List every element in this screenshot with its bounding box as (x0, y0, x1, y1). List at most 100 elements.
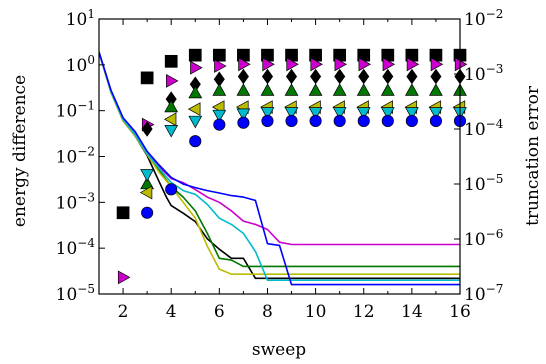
marker-triangle-right-1-0 (117, 270, 131, 285)
marker-square-0-4 (212, 48, 226, 62)
series-line-6 (99, 51, 460, 286)
marker-triangle-right-1-3 (190, 60, 203, 75)
marker-diamond-2-6 (285, 68, 298, 85)
x-axis-label: sweep (252, 340, 306, 360)
marker-square-0-2 (164, 54, 178, 68)
x-tick-label-1: 4 (166, 302, 177, 322)
marker-triangle-up-3-11 (405, 83, 419, 96)
marker-triangle-up-3-10 (380, 83, 395, 96)
marker-circle-6-1 (165, 183, 178, 196)
y-tick-label-right-4: 10−6 (464, 227, 503, 250)
marker-triangle-down-5-3 (212, 109, 227, 123)
marker-triangle-right-1-12 (406, 57, 420, 72)
energy-lines (99, 51, 460, 286)
marker-triangle-up-3-8 (332, 83, 347, 96)
marker-triangle-right-1-8 (310, 57, 323, 72)
marker-diamond-2-4 (237, 68, 249, 85)
series-line-4 (99, 51, 460, 275)
marker-triangle-right-1-13 (430, 57, 444, 72)
marker-triangle-up-3-6 (284, 83, 299, 96)
marker-triangle-up-3-4 (236, 83, 251, 96)
marker-triangle-down-5-0 (140, 169, 154, 182)
marker-circle-6-9 (357, 114, 370, 128)
marker-triangle-left-4-2 (187, 102, 201, 116)
marker-triangle-down-5-4 (236, 108, 251, 122)
marker-triangle-up-3-12 (429, 83, 443, 96)
y-tick-label-left-5: 10−4 (56, 236, 96, 259)
marker-circle-6-11 (405, 114, 418, 128)
marker-triangle-up-3-2 (188, 85, 203, 99)
marker-triangle-down-5-5 (260, 107, 275, 120)
marker-triangle-right-1-2 (166, 74, 179, 88)
marker-triangle-right-1-14 (454, 57, 468, 72)
y-tick-label-right-5: 10−7 (464, 282, 503, 305)
marker-circle-6-3 (213, 118, 226, 131)
marker-diamond-2-11 (406, 68, 418, 85)
marker-diamond-2-9 (358, 68, 370, 85)
marker-circle-6-4 (237, 116, 250, 129)
y-tick-label-left-6: 10−5 (56, 282, 95, 305)
marker-triangle-right-1-5 (238, 57, 251, 72)
marker-square-0-0 (116, 206, 130, 220)
marker-triangle-right-1-7 (286, 57, 299, 72)
marker-circle-6-12 (429, 114, 442, 128)
marker-diamond-2-0 (141, 121, 153, 137)
y-tick-label-left-3: 10−2 (56, 145, 95, 168)
marker-circle-6-6 (285, 114, 298, 128)
marker-triangle-right-1-11 (382, 57, 396, 72)
x-tick-label-5: 12 (353, 302, 375, 322)
marker-triangle-down-5-6 (284, 107, 299, 120)
marker-triangle-left-4-0 (139, 185, 153, 200)
x-tick-label-7: 16 (449, 302, 471, 322)
marker-triangle-down-5-11 (405, 107, 419, 120)
truncation-markers (116, 48, 468, 285)
marker-triangle-up-3-5 (260, 83, 275, 96)
x-tick-label-6: 14 (401, 302, 423, 322)
marker-triangle-up-3-9 (356, 83, 371, 96)
y-tick-label-right-1: 10−3 (464, 62, 503, 85)
marker-triangle-right-1-10 (358, 57, 372, 72)
y-tick-label-right-3: 10−5 (464, 172, 503, 195)
y-axis-label-left: energy difference (10, 75, 30, 227)
marker-diamond-2-10 (382, 68, 394, 85)
y-tick-label-left-4: 10−3 (56, 190, 95, 213)
marker-triangle-down-5-1 (164, 125, 179, 138)
marker-triangle-left-4-1 (163, 112, 177, 127)
y-tick-label-left-0: 101 (66, 7, 95, 30)
marker-square-0-1 (140, 71, 154, 85)
x-tick-label-2: 6 (214, 302, 225, 322)
marker-triangle-up-3-1 (164, 99, 179, 113)
marker-triangle-down-5-10 (380, 107, 395, 120)
marker-triangle-up-3-3 (212, 83, 227, 96)
marker-diamond-2-5 (261, 68, 274, 85)
marker-triangle-down-5-2 (188, 115, 203, 129)
marker-triangle-right-1-4 (214, 59, 227, 73)
marker-triangle-down-5-12 (429, 107, 443, 120)
marker-triangle-right-1-6 (262, 57, 275, 72)
y-tick-label-left-1: 100 (66, 53, 95, 76)
marker-circle-6-7 (309, 114, 322, 128)
marker-triangle-down-5-8 (332, 107, 347, 120)
x-tick-label-3: 8 (262, 302, 273, 322)
marker-triangle-up-3-7 (308, 83, 323, 96)
y-tick-label-right-2: 10−4 (464, 117, 504, 140)
marker-diamond-2-8 (334, 68, 346, 85)
marker-diamond-2-7 (310, 68, 322, 85)
marker-circle-6-8 (333, 114, 346, 128)
marker-circle-6-5 (261, 114, 274, 128)
marker-circle-6-10 (381, 114, 394, 128)
marker-triangle-right-1-9 (334, 57, 348, 72)
marker-diamond-2-12 (430, 68, 442, 85)
y-tick-label-right-0: 10−2 (464, 7, 503, 30)
marker-square-0-3 (188, 48, 202, 62)
series-line-5 (99, 51, 460, 281)
marker-triangle-down-5-9 (356, 107, 371, 120)
marker-circle-6-0 (141, 206, 154, 219)
x-tick-label-4: 10 (305, 302, 327, 322)
marker-triangle-down-5-7 (308, 107, 323, 120)
y-axis-label-right: truncation error (523, 85, 543, 226)
axis-ticks: 2 4 6 8 10 12 14 16 101 100 10−1 10−2 10−3 10−4 10−5 10… (56, 7, 504, 322)
y-tick-label-left-2: 10−1 (56, 99, 95, 122)
x-tick-label-0: 2 (118, 302, 129, 322)
